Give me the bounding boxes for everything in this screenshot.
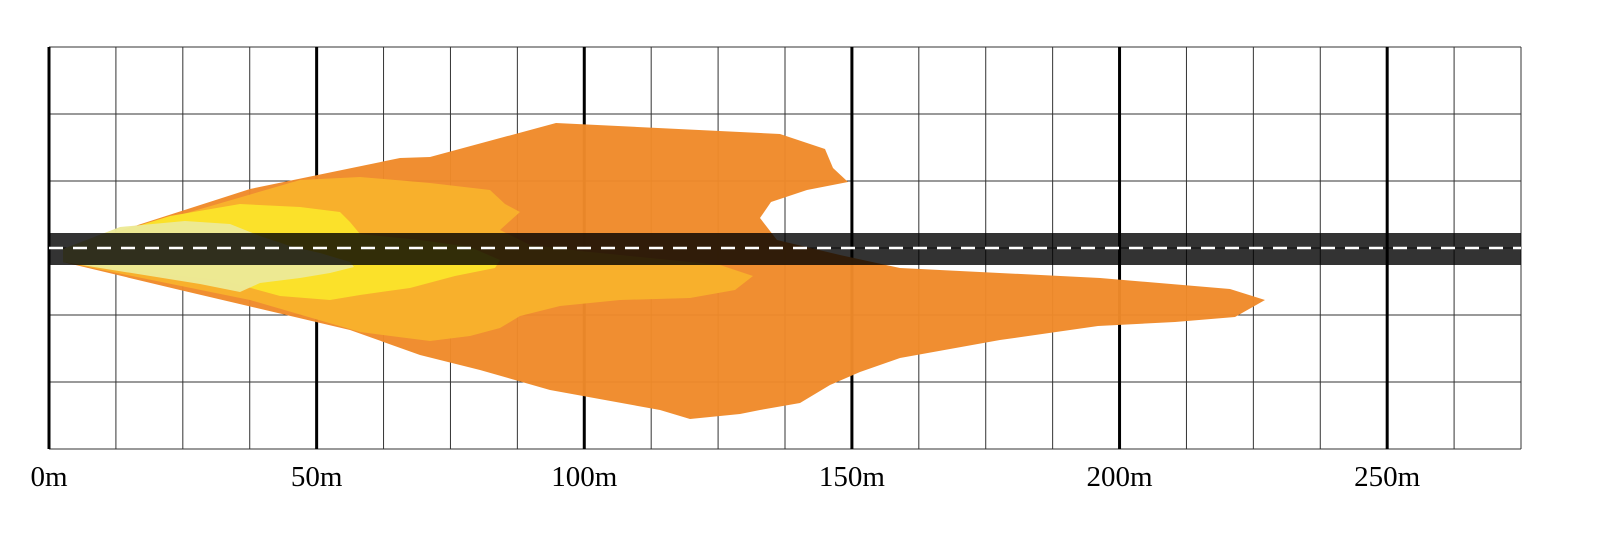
beam-zones — [63, 123, 1265, 419]
x-tick-label: 200m — [1087, 461, 1154, 493]
x-tick-label: 100m — [551, 461, 618, 493]
x-tick-label: 250m — [1354, 461, 1421, 493]
x-tick-label: 0m — [30, 461, 68, 493]
x-tick-label: 150m — [819, 461, 886, 493]
x-axis-tick-labels: 0m 50m 100m 150m 200m 250m — [30, 461, 1420, 493]
road — [49, 233, 1521, 265]
x-tick-label: 50m — [291, 461, 343, 493]
